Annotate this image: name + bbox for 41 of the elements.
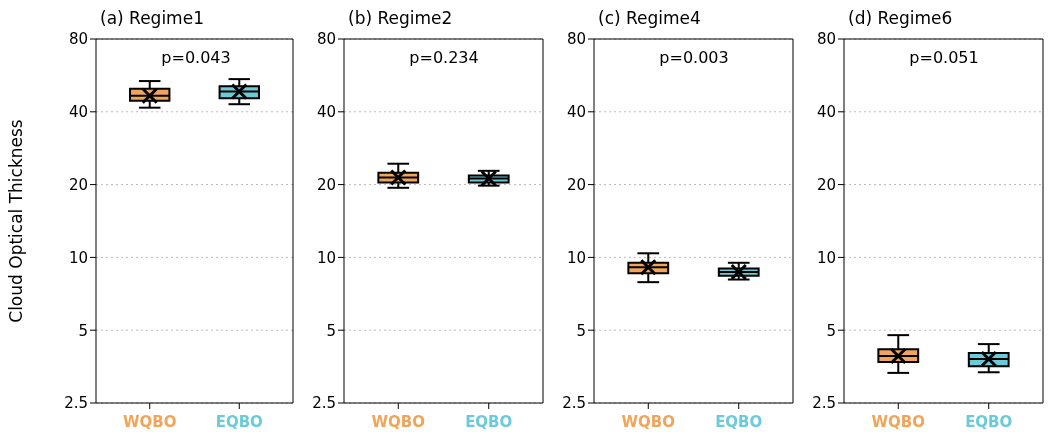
annotation: p=0.234 xyxy=(408,48,480,67)
y-tick-label: 10 xyxy=(566,248,586,267)
y-tick-label: 5 xyxy=(826,321,836,340)
y-axis-title: Cloud Optical Thickness xyxy=(6,119,27,323)
y-tick-label: 80 xyxy=(68,30,88,49)
y-tick-label: 10 xyxy=(68,248,88,267)
annotation: p=0.043 xyxy=(160,48,232,67)
x-tick-label: WQBO xyxy=(621,413,676,431)
y-tick-label: 40 xyxy=(316,103,336,122)
y-tick-label: 80 xyxy=(316,30,336,49)
x-tick-label: EQBO xyxy=(215,413,263,431)
x-tick-label: WQBO xyxy=(122,413,177,431)
y-tick-label: 40 xyxy=(566,103,586,122)
chart-title: (c) Regime4 xyxy=(598,8,701,28)
y-tick-label: 80 xyxy=(816,30,836,49)
y-tick-label: 20 xyxy=(816,175,836,194)
x-tick-label: WQBO xyxy=(871,413,926,431)
annotation: p=0.051 xyxy=(908,48,980,67)
chart-title: (a) Regime1 xyxy=(100,8,204,28)
y-tick-label: 2.5 xyxy=(562,394,586,413)
annotation: p=0.003 xyxy=(658,48,730,67)
chart-title: (d) Regime6 xyxy=(848,8,953,28)
y-tick-label: 20 xyxy=(68,175,88,194)
y-tick-label: 5 xyxy=(326,321,336,340)
y-tick-label: 5 xyxy=(576,321,586,340)
y-tick-label: 40 xyxy=(816,103,836,122)
chart-title: (b) Regime2 xyxy=(348,8,453,28)
y-tick-label: 2.5 xyxy=(312,394,336,413)
x-tick-label: EQBO xyxy=(465,413,513,431)
y-tick-label: 10 xyxy=(316,248,336,267)
y-tick-label: 5 xyxy=(78,321,88,340)
y-tick-label: 2.5 xyxy=(64,394,88,413)
y-tick-label: 2.5 xyxy=(812,394,836,413)
y-tick-label: 20 xyxy=(566,175,586,194)
y-tick-label: 20 xyxy=(316,175,336,194)
y-tick-label: 80 xyxy=(566,30,586,49)
x-tick-label: WQBO xyxy=(371,413,426,431)
y-tick-label: 40 xyxy=(68,103,88,122)
y-tick-label: 10 xyxy=(816,248,836,267)
x-tick-label: EQBO xyxy=(965,413,1013,431)
x-tick-label: EQBO xyxy=(715,413,763,431)
